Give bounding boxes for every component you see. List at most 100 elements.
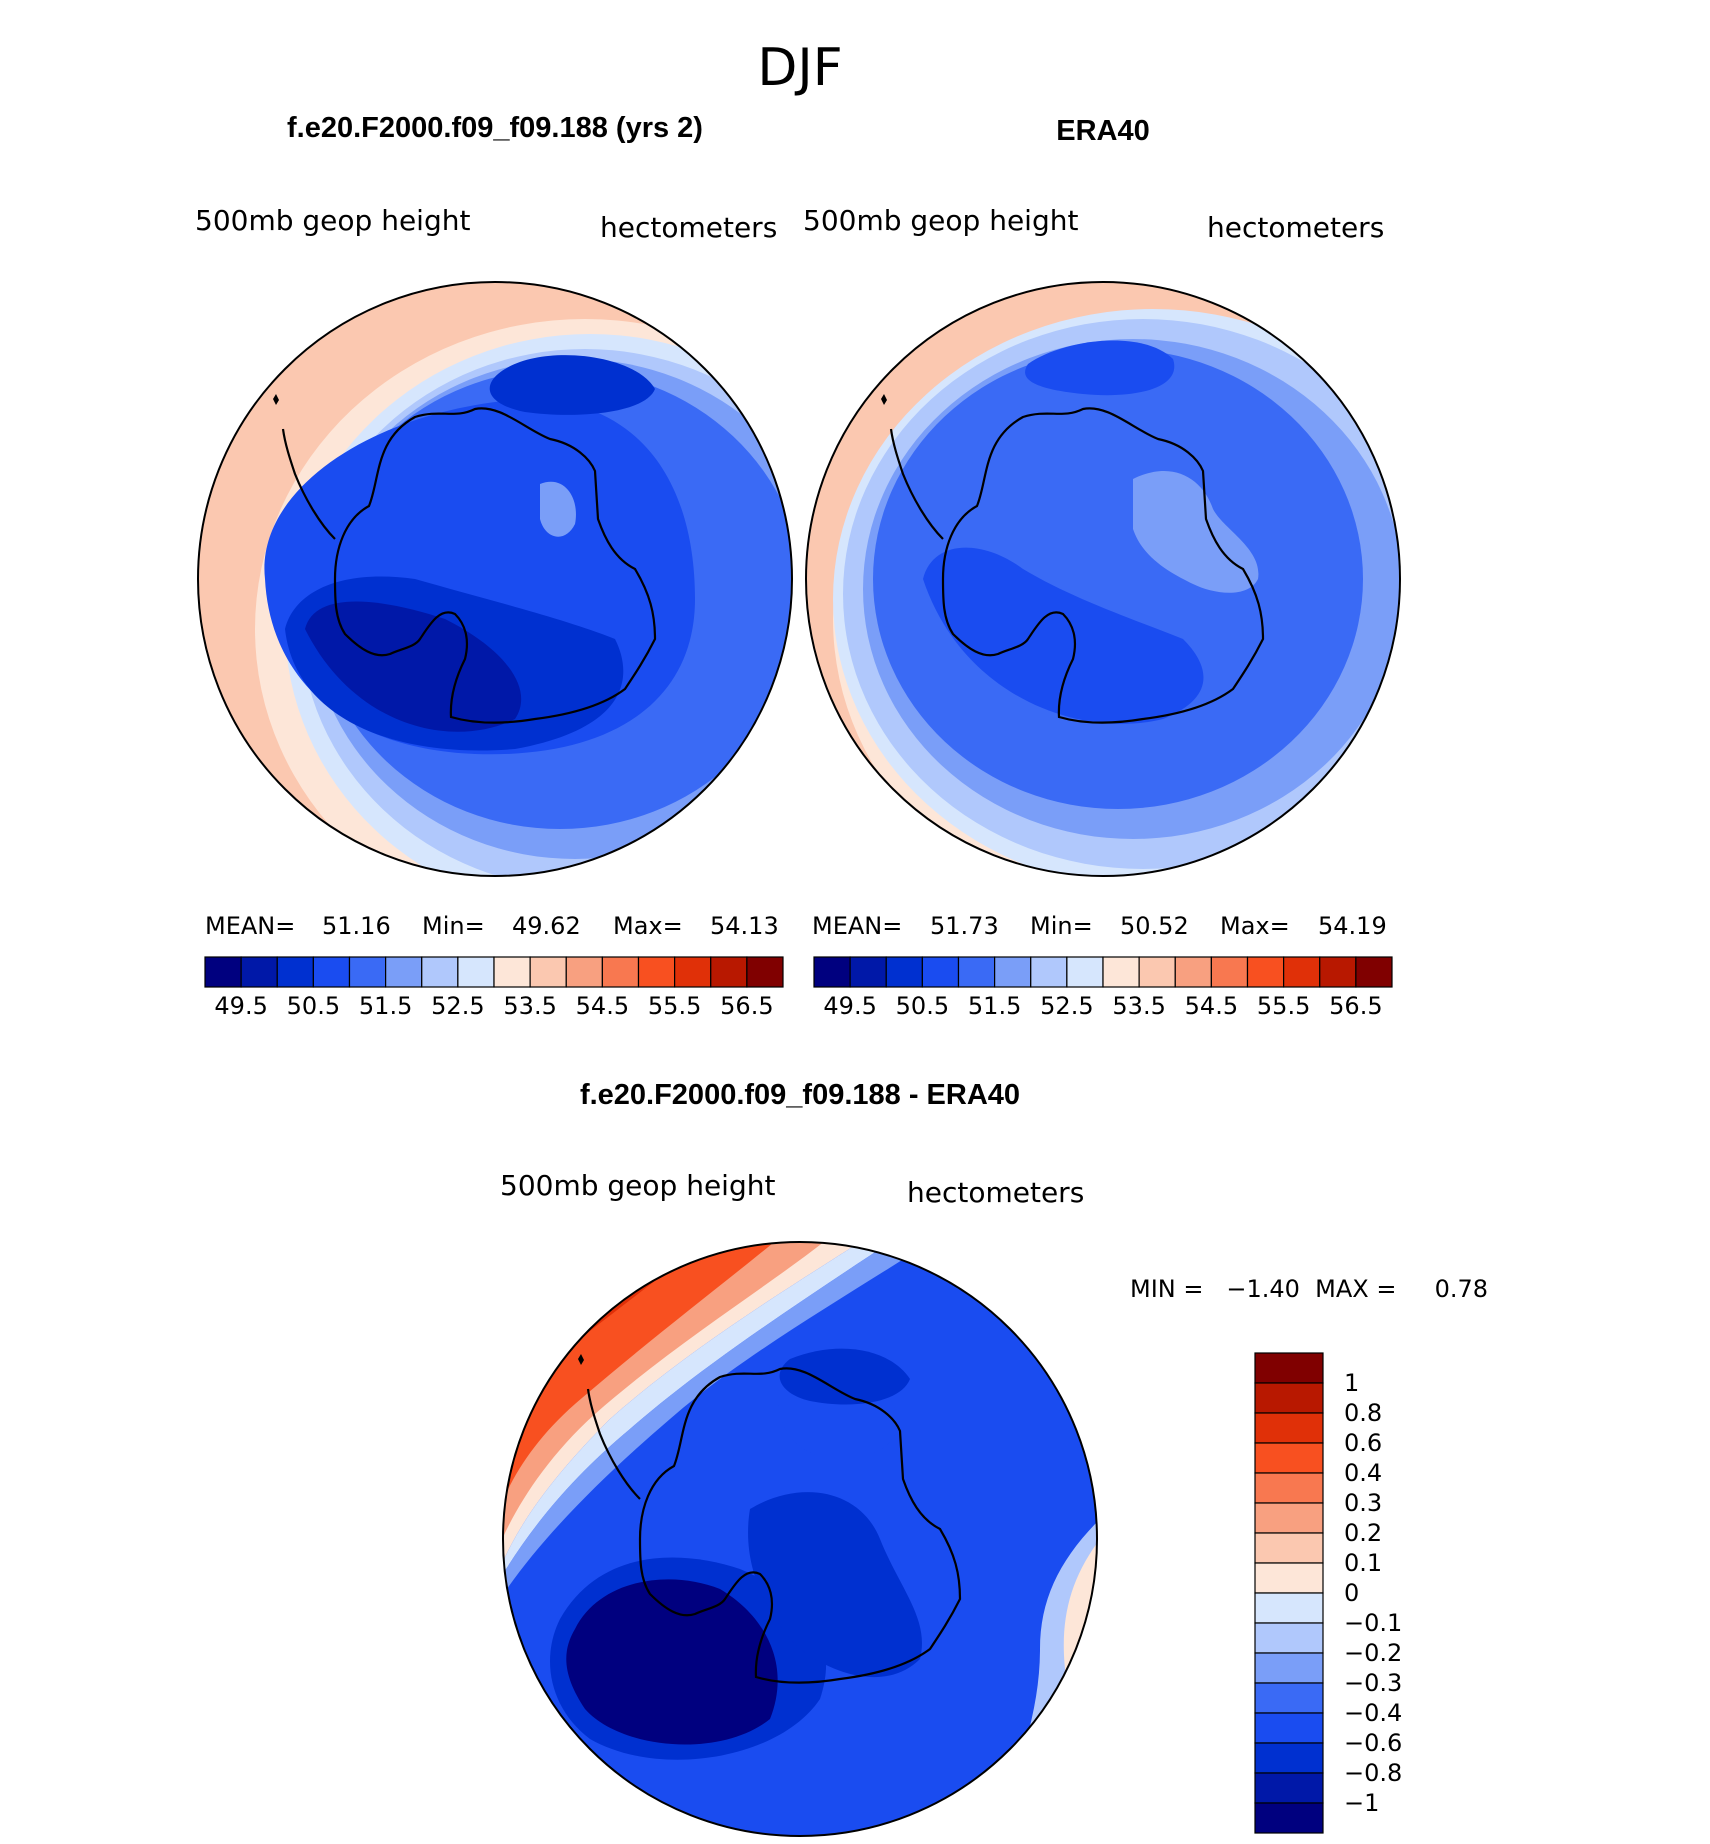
stat-min-value: 50.52 [1120,912,1189,940]
colorbar-swatch [529,956,567,988]
colorbar-swatch [1174,956,1212,988]
colorbar-swatch [1254,1562,1324,1594]
panel-diff: f.e20.F2000.f09_f09.188 - ERA40 500mb ge… [500,1079,1488,1837]
colorbar-swatch [204,956,242,988]
map-obs-outline [805,281,1401,877]
colorbar-tick-label: 54.5 [576,992,629,1020]
colorbar-swatch [1254,1742,1324,1774]
colorbar-swatch [1355,956,1393,988]
stat-mean-label: MEAN= [812,912,902,940]
colorbar-swatch [240,956,278,988]
colorbar-swatch [921,956,960,988]
colorbar-tick-label: 0.3 [1344,1489,1382,1517]
stat-max-label: Max= [1220,912,1290,940]
colorbar-swatch [849,956,887,988]
stat-mean-label: MEAN= [205,912,295,940]
colorbar-swatch [312,956,351,988]
stat-mean-value: 51.73 [930,912,999,940]
map-diff [503,1242,1097,1836]
colorbar-swatch [1319,956,1357,988]
colorbar-tick-label: −0.8 [1344,1759,1402,1787]
colorbar-swatch [493,956,531,988]
colorbar-tick-label: −1 [1344,1789,1379,1817]
panel-model-title: f.e20.F2000.f09_f09.188 (yrs 2) [287,112,703,144]
colorbar-tick-label: 0.6 [1344,1429,1382,1457]
panel-model-units: hectometers [600,211,777,244]
colorbar-tick-label: 51.5 [359,992,412,1020]
stat-max-label: Max= [613,912,683,940]
colorbar-tick-label: 54.5 [1185,992,1238,1020]
map-obs [806,282,1400,876]
colorbar-swatch [957,956,996,988]
colorbar-swatch [885,956,923,988]
panel-obs: ERA40 500mb geop height hectometers MEAN… [803,115,1401,1020]
colorbar-tick-label: 1 [1344,1369,1359,1397]
stat-min-label: Min= [422,912,485,940]
colorbar-tick-label: 0.1 [1344,1549,1382,1577]
panel-model-variable: 500mb geop height [195,204,470,237]
stat-min-label: Min= [1030,912,1093,940]
colorbar-tick-label: 50.5 [287,992,340,1020]
colorbar-tick-label: −0.1 [1344,1609,1402,1637]
panel-obs-title: ERA40 [1056,115,1150,147]
colorbar-tick-label: 0 [1344,1579,1359,1607]
colorbar-swatch [1254,1382,1324,1414]
colorbar-tick-label: 55.5 [1257,992,1310,1020]
colorbar-swatch [1254,1472,1324,1504]
colorbar-swatch [385,956,423,988]
panel-diff-title: f.e20.F2000.f09_f09.188 - ERA40 [580,1079,1020,1111]
panel-diff-variable: 500mb geop height [500,1169,775,1202]
colorbar-swatch [1254,1442,1324,1474]
panel-obs-stats: MEAN= 51.73 Min= 50.52 Max= 54.19 [812,912,1387,940]
colorbar-swatch [994,956,1032,988]
colorbar-tick-label: 50.5 [896,992,949,1020]
colorbar-swatch [276,956,314,988]
colorbar-tick-label: 52.5 [431,992,484,1020]
colorbar-swatch [1254,1622,1324,1654]
colorbar-tick-label: 0.4 [1344,1459,1382,1487]
panel-diff-minmax: MIN = −1.40 MAX = 0.78 [1130,1275,1488,1303]
stat-max-value: 54.19 [1318,912,1387,940]
map-diff-outline [502,1241,1098,1837]
map-model-outline [197,281,793,877]
colorbar-swatch [1066,956,1104,988]
colorbar-swatch [1030,956,1068,988]
colorbar-swatch [1254,1682,1324,1714]
colorbar-swatch [1254,1592,1324,1624]
colorbar-swatch [457,956,495,988]
colorbar-swatch [565,956,603,988]
colorbar-tick-label: 0.8 [1344,1399,1382,1427]
colorbar-swatch [637,956,676,988]
colorbar-tick-label: −0.2 [1344,1639,1402,1667]
colorbar-tick-label: 55.5 [648,992,701,1020]
colorbar-obs: 49.5 50.5 51.5 52.5 53.5 54.5 55.5 56.5 [813,956,1393,1020]
colorbar-tick-label: 49.5 [214,992,267,1020]
colorbar-tick-label: 49.5 [823,992,876,1020]
colorbar-tick-label: 52.5 [1040,992,1093,1020]
colorbar-swatch [1254,1532,1324,1564]
colorbar-tick-label: 53.5 [503,992,556,1020]
colorbar-swatch [1102,956,1140,988]
colorbar-swatch [421,956,459,988]
colorbar-swatch [1254,1712,1324,1744]
colorbar-swatch [601,956,640,988]
colorbar-tick-label: −0.4 [1344,1699,1402,1727]
season-title: DJF [757,38,842,98]
colorbar-swatch [1254,1412,1324,1444]
colorbar-swatch [1254,1802,1324,1834]
colorbar-tick-label: 53.5 [1112,992,1165,1020]
colorbar-swatch [746,956,784,988]
colorbar-tick-label: −0.3 [1344,1669,1402,1697]
stat-mean-value: 51.16 [322,912,391,940]
colorbar-model: 49.5 50.5 51.5 52.5 53.5 54.5 55.5 56.5 [204,956,784,1020]
colorbar-swatch [1283,956,1321,988]
colorbar-diff: 10.80.60.40.30.20.10−0.1−0.2−0.3−0.4−0.6… [1254,1352,1402,1834]
panel-obs-variable: 500mb geop height [803,204,1078,237]
colorbar-swatch [674,956,712,988]
colorbar-tick-label: −0.6 [1344,1729,1402,1757]
panel-diff-units: hectometers [907,1176,1084,1209]
colorbar-swatch [710,956,748,988]
colorbar-swatch [1138,956,1176,988]
